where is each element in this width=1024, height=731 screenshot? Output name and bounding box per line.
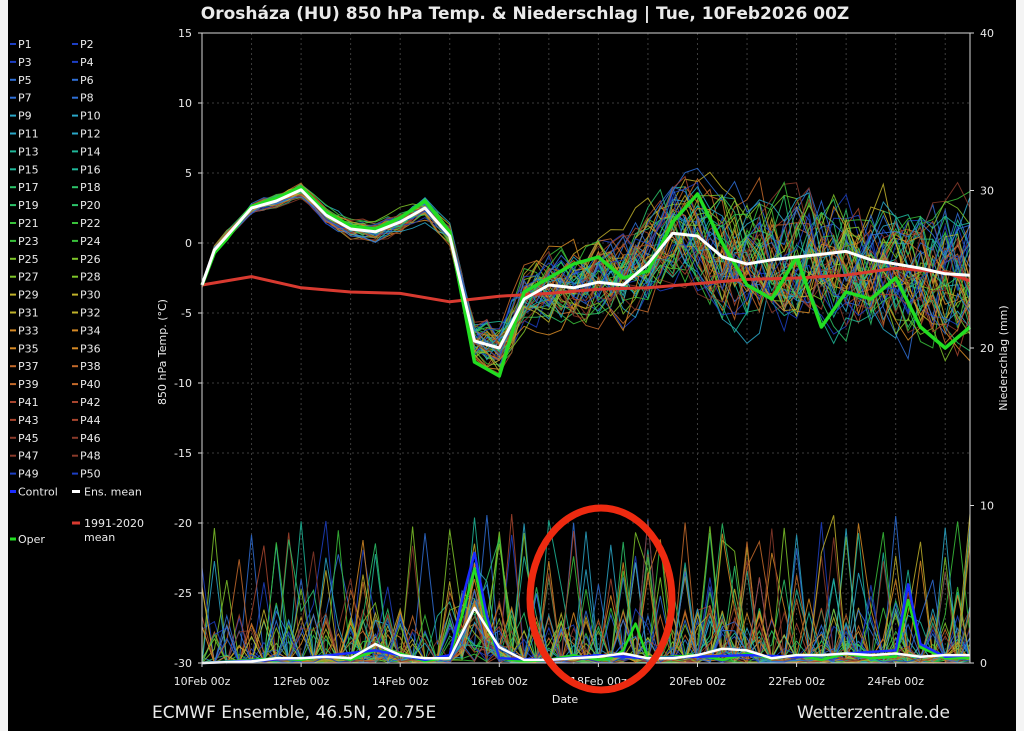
legend-item: P5 bbox=[18, 74, 32, 87]
legend-item: P4 bbox=[80, 56, 94, 69]
legend-item: P1 bbox=[18, 38, 32, 51]
legend-item-oper: Oper bbox=[18, 533, 45, 546]
series-1991-2020-mean bbox=[201, 266, 971, 304]
series-ens-mean bbox=[200, 188, 971, 350]
legend-item: P10 bbox=[80, 110, 101, 123]
y2-tick-label: 30 bbox=[980, 185, 994, 198]
main-series bbox=[200, 185, 972, 665]
legend-item: P49 bbox=[18, 468, 39, 481]
legend-item: P45 bbox=[18, 432, 39, 445]
legend-item: P31 bbox=[18, 307, 39, 320]
x-tick-label: 14Feb 00z bbox=[372, 675, 429, 688]
legend-item: P37 bbox=[18, 360, 39, 373]
axes: 15 10 5 0 -5 -10 -15 -20 -25 -30 40 30 20 10 0 10Feb 00… bbox=[174, 27, 994, 688]
legend-item: P12 bbox=[80, 128, 101, 141]
y-axis-label-right: Niederschlag (mm) bbox=[997, 305, 1010, 410]
legend-item: P47 bbox=[18, 450, 39, 463]
x-tick-label: 10Feb 00z bbox=[174, 675, 231, 688]
footer-source: ECMWF Ensemble, 46.5N, 20.75E bbox=[152, 703, 436, 723]
legend-item: P34 bbox=[80, 324, 101, 337]
y-tick-label: -30 bbox=[174, 657, 192, 670]
legend-item: P35 bbox=[18, 342, 39, 355]
legend-item: P25 bbox=[18, 253, 39, 266]
legend-item: P39 bbox=[18, 378, 39, 391]
legend-item: P36 bbox=[80, 342, 101, 355]
y-tick-label: 10 bbox=[178, 97, 192, 110]
y-tick-label: 0 bbox=[185, 237, 192, 250]
legend-item: P15 bbox=[18, 163, 39, 176]
legend-item: P32 bbox=[80, 307, 101, 320]
ensemble-member-precip-line bbox=[201, 530, 971, 664]
legend-item: P3 bbox=[18, 56, 32, 69]
y-tick-label: -5 bbox=[181, 307, 192, 320]
y-tick-label: -15 bbox=[174, 447, 192, 460]
x-tick-label: 22Feb 00z bbox=[768, 675, 825, 688]
legend-item: P7 bbox=[18, 92, 32, 105]
legend-item: P22 bbox=[80, 217, 101, 230]
legend-item: P29 bbox=[18, 289, 39, 302]
legend-item: P20 bbox=[80, 199, 101, 212]
legend-item-clim: 1991-2020 bbox=[84, 517, 144, 530]
y-tick-label: 15 bbox=[178, 27, 192, 40]
y2-tick-label: 40 bbox=[980, 27, 994, 40]
legend-item: P41 bbox=[18, 396, 39, 409]
legend-item: P50 bbox=[80, 468, 101, 481]
legend-item: P23 bbox=[18, 235, 39, 248]
ensemble-member-temp-line bbox=[201, 193, 971, 368]
legend-item: P26 bbox=[80, 253, 101, 266]
legend-item: P30 bbox=[80, 289, 101, 302]
y-tick-label: -20 bbox=[174, 517, 192, 530]
chart-title: Orosháza (HU) 850 hPa Temp. & Niederschl… bbox=[201, 4, 849, 24]
legend-item: P16 bbox=[80, 163, 101, 176]
ensemble-member-precip-line bbox=[201, 531, 971, 664]
legend-item: P19 bbox=[18, 199, 39, 212]
y2-tick-label: 20 bbox=[980, 342, 994, 355]
x-tick-label: 16Feb 00z bbox=[471, 675, 528, 688]
legend-item: P18 bbox=[80, 181, 101, 194]
legend-item: P9 bbox=[18, 110, 32, 123]
x-tick-label: 20Feb 00z bbox=[669, 675, 726, 688]
legend-item: P6 bbox=[80, 74, 94, 87]
legend: P1 P2 P3 P4 P5 P6 P7 P8 P9 P10 P11 P12 P13 P14 P15 P16 P… bbox=[10, 38, 144, 546]
legend-item: P33 bbox=[18, 324, 39, 337]
series-precip-mean bbox=[201, 606, 970, 665]
legend-item-control: Control bbox=[18, 486, 58, 499]
legend-item: P11 bbox=[18, 128, 39, 141]
legend-item: P46 bbox=[80, 432, 101, 445]
legend-item: P43 bbox=[18, 414, 39, 427]
legend-item-clim-2: mean bbox=[84, 531, 115, 544]
footer-credit: Wetterzentrale.de bbox=[797, 703, 950, 723]
legend-item: P44 bbox=[80, 414, 101, 427]
series-oper bbox=[200, 185, 972, 378]
legend-item: P40 bbox=[80, 378, 101, 391]
legend-item: P2 bbox=[80, 38, 94, 51]
legend-item: P8 bbox=[80, 92, 94, 105]
y-tick-label: 5 bbox=[185, 167, 192, 180]
x-tick-label: 12Feb 00z bbox=[273, 675, 330, 688]
y-axis-label-left: 850 hPa Temp. (°C) bbox=[156, 299, 169, 405]
highlight-circle-annotation bbox=[526, 504, 676, 694]
legend-item: P14 bbox=[80, 145, 101, 158]
y-tick-label: -25 bbox=[174, 587, 192, 600]
legend-item: P38 bbox=[80, 360, 101, 373]
legend-item: P21 bbox=[18, 217, 39, 230]
legend-item: P28 bbox=[80, 271, 101, 284]
legend-item: P48 bbox=[80, 450, 101, 463]
x-tick-label: 24Feb 00z bbox=[867, 675, 924, 688]
legend-item-ens-mean: Ens. mean bbox=[84, 486, 142, 499]
legend-item: P17 bbox=[18, 181, 39, 194]
legend-item: P13 bbox=[18, 145, 39, 158]
legend-item: P24 bbox=[80, 235, 101, 248]
ensemble-member-precip-line bbox=[201, 515, 971, 664]
y2-tick-label: 0 bbox=[980, 657, 987, 670]
x-axis-label: Date bbox=[552, 693, 579, 706]
y-tick-label: -10 bbox=[174, 377, 192, 390]
ensemble-member-temp-line bbox=[201, 193, 971, 346]
y2-tick-label: 10 bbox=[980, 500, 994, 513]
legend-item: P27 bbox=[18, 271, 39, 284]
legend-item: P42 bbox=[80, 396, 101, 409]
